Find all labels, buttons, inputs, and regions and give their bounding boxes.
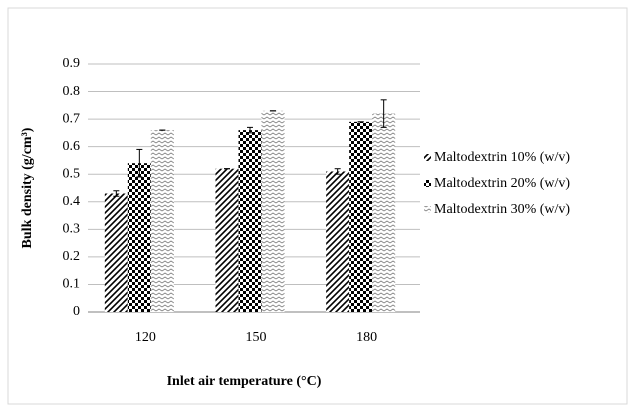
y-tick-label: 0.1 bbox=[63, 277, 81, 292]
error-bar bbox=[247, 126, 253, 134]
y-tick-label: 0.4 bbox=[63, 194, 81, 209]
bar bbox=[349, 121, 373, 312]
error-bar bbox=[136, 148, 143, 178]
x-tick-label: 120 bbox=[135, 330, 156, 345]
legend-swatch bbox=[424, 206, 431, 213]
y-tick-label: 0 bbox=[73, 304, 80, 319]
bar bbox=[215, 168, 239, 312]
legend-label: Maltodextrin 20% (w/v) bbox=[434, 176, 570, 191]
y-tick-label: 0.5 bbox=[63, 166, 81, 181]
bar bbox=[104, 193, 128, 312]
error-bar bbox=[113, 190, 120, 197]
x-tick-label: 180 bbox=[356, 330, 377, 345]
x-axis-label: Inlet air temperature (°C) bbox=[167, 374, 322, 389]
y-tick-label: 0.2 bbox=[63, 249, 81, 264]
x-tick-label: 150 bbox=[246, 330, 267, 345]
y-tick-label: 0.6 bbox=[63, 139, 81, 154]
error-bar bbox=[380, 99, 387, 128]
y-tick-label: 0.7 bbox=[63, 111, 81, 126]
legend-label: Maltodextrin 30% (w/v) bbox=[434, 202, 570, 217]
bar bbox=[238, 130, 262, 312]
bar bbox=[261, 110, 285, 312]
legend-swatch bbox=[424, 154, 431, 161]
y-axis-label: Bulk density (g/cm³) bbox=[20, 127, 35, 248]
y-tick-label: 0.9 bbox=[63, 56, 81, 71]
legend-label: Maltodextrin 10% (w/v) bbox=[434, 150, 570, 165]
error-bar bbox=[334, 168, 341, 175]
bar bbox=[127, 163, 151, 312]
bar bbox=[326, 171, 350, 312]
legend-swatch bbox=[424, 180, 431, 187]
y-tick-label: 0.3 bbox=[63, 222, 81, 237]
y-tick-label: 0.8 bbox=[63, 84, 81, 99]
bar bbox=[150, 130, 174, 312]
bar bbox=[372, 113, 396, 312]
